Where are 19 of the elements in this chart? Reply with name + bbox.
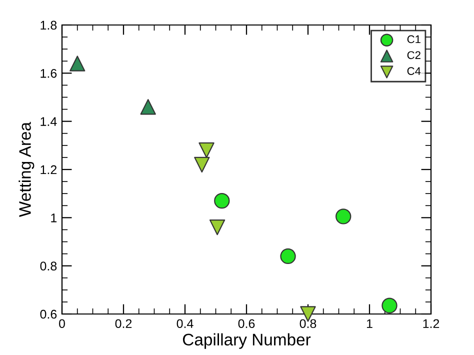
- legend-label: C1: [407, 35, 420, 44]
- x-tick-label: 0.4: [176, 319, 194, 328]
- legend-label: C4: [407, 67, 421, 75]
- y-tick-label: 1.8: [40, 20, 57, 30]
- y-tick-label: 1.6: [40, 68, 57, 78]
- x-axis-title: Capillary Number: [182, 333, 311, 349]
- y-tick-label: 1.2: [40, 165, 57, 174]
- legend-label: C2: [407, 51, 420, 60]
- x-tick-label: 1.2: [423, 319, 440, 328]
- x-tick-label: 0.6: [238, 319, 255, 328]
- x-tick-label: 0.2: [115, 319, 132, 328]
- x-tick-label: 0.8: [300, 319, 316, 328]
- y-tick-label: 1: [51, 214, 57, 222]
- y-tick-label: 0.6: [40, 310, 57, 319]
- y-tick-label: 0.8: [40, 262, 57, 270]
- y-tick-label: 1.4: [40, 117, 57, 126]
- x-tick-label: 0: [59, 319, 65, 328]
- x-tick-label: 1: [366, 319, 372, 328]
- y-axis-title: Wetting Area: [18, 122, 34, 217]
